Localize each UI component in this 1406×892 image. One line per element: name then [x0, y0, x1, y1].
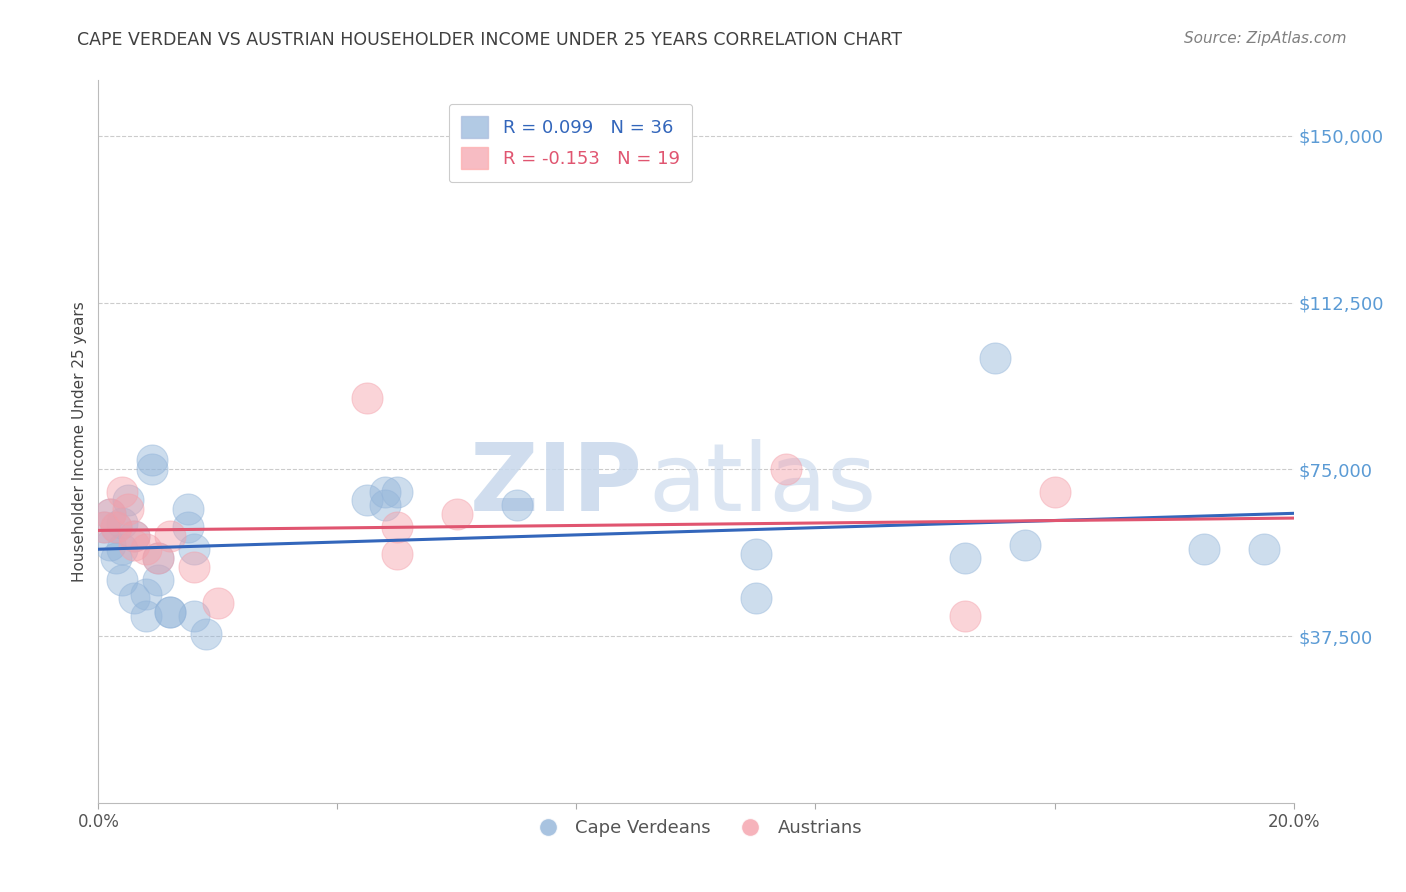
- Point: [953, 609, 976, 624]
- Point: [177, 502, 200, 516]
- Point: [98, 507, 122, 521]
- Point: [141, 462, 163, 476]
- Point: [183, 609, 205, 624]
- Point: [111, 574, 134, 588]
- Point: [1014, 538, 1036, 552]
- Point: [953, 551, 976, 566]
- Point: [374, 498, 396, 512]
- Point: [111, 542, 134, 557]
- Point: [135, 609, 157, 624]
- Point: [177, 520, 200, 534]
- Point: [159, 605, 181, 619]
- Point: [93, 520, 115, 534]
- Point: [111, 516, 134, 530]
- Point: [105, 520, 128, 534]
- Point: [135, 587, 157, 601]
- Point: [105, 520, 128, 534]
- Point: [124, 529, 146, 543]
- Point: [745, 591, 768, 606]
- Point: [183, 560, 205, 574]
- Point: [117, 493, 139, 508]
- Text: ZIP: ZIP: [470, 439, 643, 531]
- Point: [98, 538, 122, 552]
- Text: CAPE VERDEAN VS AUSTRIAN HOUSEHOLDER INCOME UNDER 25 YEARS CORRELATION CHART: CAPE VERDEAN VS AUSTRIAN HOUSEHOLDER INC…: [77, 31, 903, 49]
- Point: [111, 484, 134, 499]
- Point: [195, 627, 218, 641]
- Point: [446, 507, 468, 521]
- Point: [356, 391, 378, 405]
- Point: [98, 507, 122, 521]
- Point: [385, 520, 409, 534]
- Point: [1043, 484, 1066, 499]
- Point: [124, 538, 146, 552]
- Point: [159, 605, 181, 619]
- Point: [745, 547, 768, 561]
- Point: [124, 529, 146, 543]
- Point: [385, 484, 409, 499]
- Point: [1192, 542, 1215, 557]
- Point: [159, 529, 181, 543]
- Point: [124, 591, 146, 606]
- Point: [141, 453, 163, 467]
- Point: [93, 520, 115, 534]
- Text: Source: ZipAtlas.com: Source: ZipAtlas.com: [1184, 31, 1347, 46]
- Point: [775, 462, 797, 476]
- Point: [207, 596, 229, 610]
- Point: [374, 484, 396, 499]
- Point: [506, 498, 529, 512]
- Point: [356, 493, 378, 508]
- Point: [385, 547, 409, 561]
- Point: [148, 551, 170, 566]
- Text: atlas: atlas: [648, 439, 876, 531]
- Point: [148, 574, 170, 588]
- Point: [105, 551, 128, 566]
- Point: [135, 542, 157, 557]
- Point: [984, 351, 1007, 366]
- Y-axis label: Householder Income Under 25 years: Householder Income Under 25 years: [72, 301, 87, 582]
- Legend: Cape Verdeans, Austrians: Cape Verdeans, Austrians: [523, 812, 869, 845]
- Point: [1253, 542, 1275, 557]
- Point: [183, 542, 205, 557]
- Point: [117, 502, 139, 516]
- Point: [148, 551, 170, 566]
